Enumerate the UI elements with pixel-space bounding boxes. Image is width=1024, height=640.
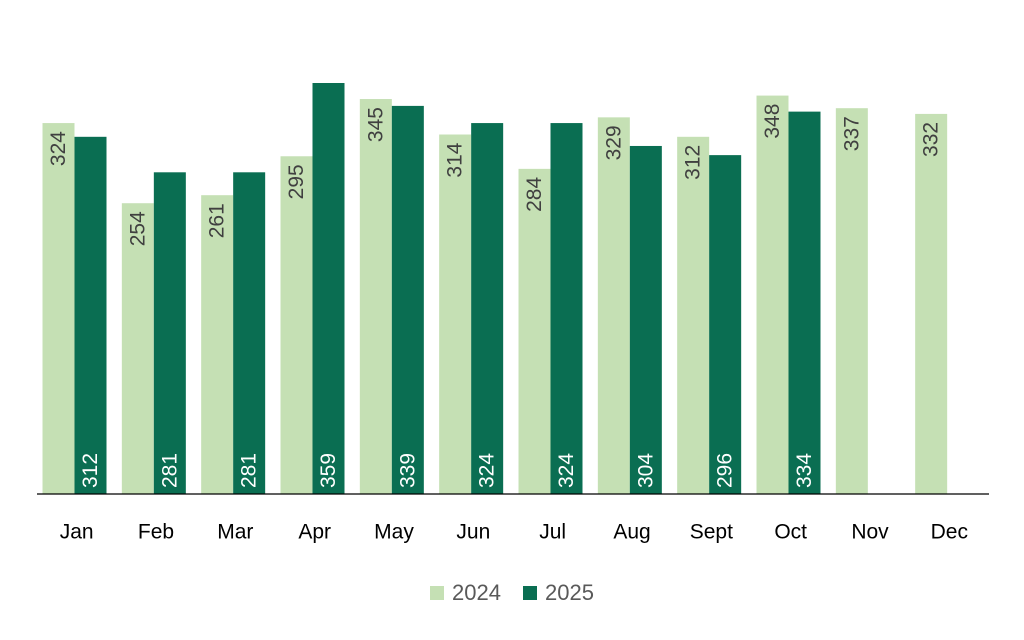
bar-2025-aug bbox=[629, 145, 662, 495]
legend-item-2024: 2024 bbox=[430, 580, 501, 606]
bar-2024-jun bbox=[439, 134, 472, 494]
bar-2024-apr bbox=[280, 156, 313, 494]
bar-2025-may bbox=[391, 105, 424, 494]
bar-2024-mar bbox=[201, 195, 234, 494]
x-tick-label-feb: Feb bbox=[138, 521, 174, 544]
x-tick-label-aug: Aug bbox=[613, 521, 650, 544]
legend: 2024 2025 bbox=[0, 580, 1024, 606]
x-tick-label-apr: Apr bbox=[298, 521, 331, 544]
bar-2024-sept bbox=[677, 136, 710, 494]
x-tick-label-sept: Sept bbox=[690, 521, 733, 544]
bar-2025-oct bbox=[788, 111, 821, 495]
data-label-2024-dec: 332 bbox=[920, 122, 943, 157]
bar-2024-may bbox=[359, 99, 392, 494]
bar-2025-jan bbox=[74, 136, 107, 494]
legend-swatch-2025 bbox=[523, 586, 537, 600]
data-label-2025-apr: 359 bbox=[317, 453, 340, 488]
data-label-2025-jan: 312 bbox=[79, 453, 102, 488]
data-label-2025-feb: 281 bbox=[158, 453, 181, 488]
data-label-2025-aug: 304 bbox=[634, 453, 657, 488]
data-label-2025-jul: 324 bbox=[555, 453, 578, 488]
data-label-2024-feb: 254 bbox=[126, 211, 149, 246]
legend-swatch-2024 bbox=[430, 586, 445, 600]
data-label-2025-may: 339 bbox=[396, 453, 419, 488]
data-label-2025-sept: 296 bbox=[714, 453, 737, 488]
bar-2025-sept bbox=[709, 155, 742, 494]
data-label-2024-mar: 261 bbox=[206, 203, 229, 238]
x-tick-label-dec: Dec bbox=[931, 521, 968, 544]
x-tick-label-jul: Jul bbox=[539, 521, 566, 544]
bar-2025-jul bbox=[550, 123, 583, 494]
legend-label-2024: 2024 bbox=[452, 580, 501, 605]
x-tick-label-nov: Nov bbox=[851, 521, 889, 544]
bar-2025-mar bbox=[233, 172, 266, 495]
bar-2024-feb bbox=[121, 203, 154, 494]
data-label-2024-jan: 324 bbox=[47, 131, 70, 166]
legend-item-2025: 2025 bbox=[523, 580, 594, 606]
data-label-2024-jul: 284 bbox=[523, 177, 546, 212]
bar-2025-apr bbox=[312, 83, 345, 494]
data-label-2024-nov: 337 bbox=[840, 116, 863, 151]
data-label-2024-oct: 348 bbox=[761, 104, 784, 139]
bar-2024-nov bbox=[835, 108, 868, 494]
x-tick-label-oct: Oct bbox=[774, 521, 807, 544]
bar-2025-jun bbox=[471, 123, 504, 494]
data-label-2025-oct: 334 bbox=[793, 453, 816, 488]
bar-2025-feb bbox=[153, 172, 186, 495]
data-label-2024-aug: 329 bbox=[602, 125, 625, 160]
bar-2024-dec bbox=[915, 113, 948, 495]
data-label-2025-mar: 281 bbox=[238, 453, 261, 488]
data-label-2025-jun: 324 bbox=[476, 453, 499, 488]
data-label-2024-apr: 295 bbox=[285, 164, 308, 199]
bar-2024-jul bbox=[518, 168, 551, 494]
x-tick-label-may: May bbox=[374, 521, 414, 544]
x-tick-label-jan: Jan bbox=[60, 521, 94, 544]
bar-2024-jan bbox=[42, 123, 75, 494]
data-label-2024-jun: 314 bbox=[444, 142, 467, 177]
bar-2024-aug bbox=[597, 117, 630, 495]
x-tick-label-mar: Mar bbox=[217, 521, 253, 544]
legend-label-2025: 2025 bbox=[545, 580, 594, 605]
data-label-2024-may: 345 bbox=[364, 107, 387, 142]
bar-2024-oct bbox=[756, 95, 789, 494]
x-tick-label-jun: Jun bbox=[456, 521, 490, 544]
data-label-2024-sept: 312 bbox=[682, 145, 705, 180]
